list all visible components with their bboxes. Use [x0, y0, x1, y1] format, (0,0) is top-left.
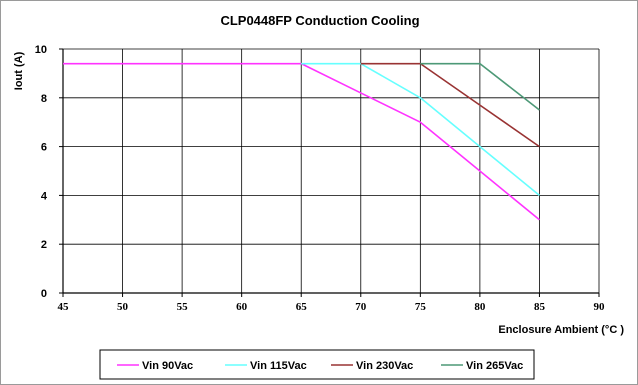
x-tick-label: 70: [355, 301, 367, 313]
legend-label: Vin 230Vac: [356, 360, 413, 372]
x-axis-label: Enclosure Ambient (°C ): [498, 324, 624, 336]
legend-items: Vin 90Vac Vin 115Vac Vin 230Vac Vin 265Vac: [117, 360, 523, 372]
axes: [59, 48, 600, 297]
legend-item: Vin 115Vac: [225, 360, 307, 372]
x-tick-label: 85: [534, 301, 546, 313]
legend-label: Vin 90Vac: [142, 360, 193, 372]
series-line-3: [360, 62, 540, 148]
legend-item: Vin 90Vac: [117, 360, 193, 372]
x-tick-label: 50: [117, 301, 129, 313]
x-tick-label: 45: [58, 301, 70, 313]
y-tick-label: 8: [41, 93, 47, 105]
legend-item: Vin 265Vac: [441, 360, 523, 372]
y-tick-label: 2: [41, 239, 47, 251]
legend-label: Vin 115Vac: [250, 360, 307, 372]
y-tick-label: 10: [35, 44, 47, 56]
y-axis-label: Iout (A): [13, 51, 25, 90]
y-tick-label: 4: [41, 190, 48, 202]
series-line-2: [301, 62, 540, 197]
x-tick-label: 55: [177, 301, 189, 313]
x-tick-label: 65: [296, 301, 308, 313]
legend-label: Vin 265Vac: [466, 360, 523, 372]
x-tick-label: 80: [474, 301, 486, 313]
y-tick-label: 0: [41, 288, 47, 300]
legend-item: Vin 230Vac: [331, 360, 413, 372]
series-lines: [63, 62, 540, 221]
series-line-4: [420, 62, 540, 111]
x-tick-label: 60: [236, 301, 248, 313]
legend: Vin 90Vac Vin 115Vac Vin 230Vac Vin 265Vac: [99, 349, 535, 380]
y-tick-label: 6: [41, 142, 47, 154]
chart-title: CLP0448FP Conduction Cooling: [220, 13, 419, 28]
grid-lines: [63, 48, 600, 293]
series-line-1: [63, 62, 540, 221]
tick-labels: 45 50 55 60 65 70 75 80 85 90 0 2 4 6 8 10: [35, 44, 605, 313]
x-tick-label: 75: [415, 301, 427, 313]
x-tick-label: 90: [594, 301, 606, 313]
